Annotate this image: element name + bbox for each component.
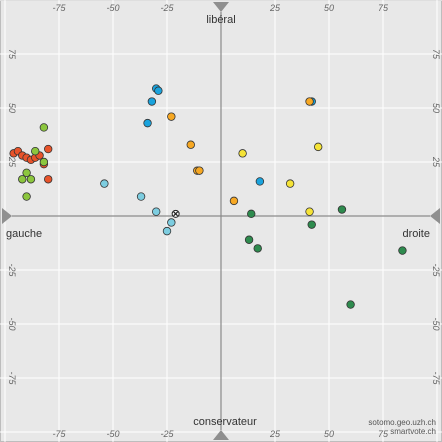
data-point-yellow (285, 179, 295, 188)
tick-labels: -75 -75 -75 -75 -50 -50 -50 -50 -25 -25 -25 -25 25 25… (7, 3, 441, 439)
x-tick-label: 50 (324, 429, 334, 439)
credit-line-1: sotomo.geo.uzh.ch (368, 418, 436, 427)
data-point-orange (186, 140, 195, 149)
y-tick-label: -75 (431, 371, 441, 385)
y-tick-label: 75 (431, 49, 441, 60)
arrow-bottom (213, 430, 229, 440)
credit-line-2: smartvote.ch (390, 427, 436, 436)
data-point-orange (195, 166, 204, 175)
data-point-lightblue (100, 179, 109, 188)
x-tick-label: -75 (52, 3, 66, 13)
x-tick-label: -25 (160, 429, 174, 439)
data-point-orange (229, 196, 239, 206)
x-tick-label: -25 (160, 3, 174, 13)
axis-label-left: gauche (6, 228, 42, 240)
data-point-lightblue (151, 207, 161, 216)
x-tick-label: 50 (324, 3, 334, 13)
data-point-blue (255, 177, 265, 186)
y-tick-label: -25 (431, 263, 441, 277)
data-point-lightblue (167, 218, 176, 227)
y-tick-label: -50 (7, 317, 17, 330)
data-point-green (253, 244, 262, 253)
data-point-red (44, 175, 53, 184)
data-point-marker (171, 209, 180, 218)
data-point-green (337, 205, 347, 214)
y-tick-label: 75 (7, 49, 17, 60)
data-point-blue (147, 97, 157, 106)
arrow-top (213, 2, 229, 12)
data-point-yellow (238, 149, 247, 158)
data-point-orange (305, 97, 314, 106)
y-tick-label: 50 (7, 103, 17, 113)
y-tick-label: -50 (431, 317, 441, 330)
x-tick-label: -50 (106, 429, 119, 439)
data-point-blue (143, 118, 152, 128)
data-point-green (346, 300, 355, 309)
axis-label-right: droite (402, 228, 430, 240)
data-point-lightblue (162, 226, 172, 236)
x-tick-label: 75 (378, 429, 389, 439)
data-point-lightgreen (26, 175, 36, 184)
data-point-lightgreen (31, 146, 40, 156)
data-point-green (244, 235, 254, 244)
data-point-orange (167, 112, 176, 121)
data-point-green (247, 209, 256, 219)
y-tick-label: 25 (431, 156, 441, 168)
x-tick-label: -75 (52, 429, 66, 439)
data-point-lightgreen (18, 175, 27, 184)
data-point-green (307, 220, 316, 229)
data-point-yellow (314, 142, 323, 152)
y-tick-label: -75 (7, 371, 17, 385)
data-point-lightgreen (22, 168, 31, 177)
x-tick-label: 25 (269, 429, 281, 439)
data-point-lightblue (136, 192, 146, 201)
axis-label-bottom: conservateur (193, 416, 257, 428)
data-points (9, 84, 407, 309)
y-tick-label: 50 (431, 103, 441, 113)
x-tick-label: -50 (106, 3, 119, 13)
data-point-blue (154, 86, 163, 95)
data-point-red (44, 144, 53, 154)
x-tick-label: 75 (378, 3, 389, 13)
data-point-yellow (305, 207, 314, 216)
y-tick-label: -25 (7, 263, 17, 277)
axis-label-top: libéral (206, 14, 235, 26)
arrow-left (2, 208, 12, 224)
axes (12, 12, 430, 430)
arrow-right (430, 208, 440, 224)
data-point-lightgreen (39, 157, 49, 167)
x-tick-label: 25 (269, 3, 281, 13)
data-point-green (398, 246, 407, 255)
data-point-lightgreen (39, 123, 49, 132)
y-tick-label: 25 (7, 156, 17, 168)
data-point-lightgreen (22, 192, 31, 201)
